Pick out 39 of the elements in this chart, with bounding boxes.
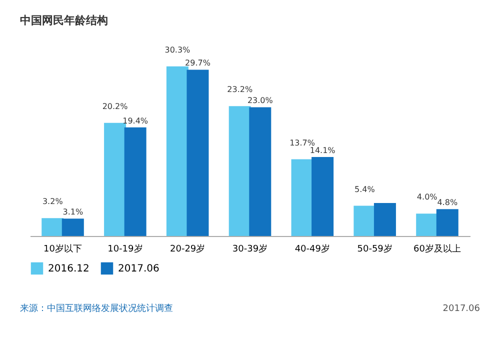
bar: [166, 66, 188, 236]
bar: [416, 214, 438, 236]
data-label: 20.2%: [102, 102, 128, 111]
data-label: 30.3%: [164, 45, 191, 54]
x-tick-label: 40-49岁: [294, 244, 330, 254]
chart-title: 中国网民年龄结构: [20, 14, 108, 27]
bar: [228, 106, 251, 236]
x-tick-label: 50-59岁: [357, 244, 392, 254]
data-label: 4.0%: [416, 192, 438, 202]
data-label: 3.2%: [42, 197, 64, 206]
x-tick-label: 30-39岁: [232, 244, 268, 254]
data-label: 19.4%: [122, 116, 148, 126]
x-tick-label: 60岁及以上: [414, 244, 461, 254]
bar: [354, 206, 376, 236]
data-label: 23.0%: [247, 96, 274, 106]
bar: [436, 209, 458, 236]
bar: [42, 218, 64, 236]
legend-label: 2016.12: [48, 263, 90, 274]
bar: [62, 218, 84, 236]
data-label: 29.7%: [185, 58, 211, 68]
source-note: 来源：中国互联网络发展状况统计调查: [20, 303, 173, 314]
bar: [374, 202, 396, 236]
data-label: 13.7%: [290, 138, 316, 148]
data-label: 23.2%: [227, 85, 253, 94]
bar: [104, 122, 126, 236]
bar: [312, 157, 334, 236]
data-label: 4.8%: [437, 198, 458, 208]
x-tick-label: 20-29岁: [170, 244, 206, 254]
x-tick-label: 10-19岁: [108, 244, 143, 254]
data-label: 3.1%: [62, 208, 84, 217]
x-tick-label: 10岁以下: [44, 244, 82, 254]
bar: [186, 70, 209, 236]
bar: [124, 127, 146, 236]
data-label: 5.4%: [354, 184, 376, 194]
data-label: 14.1%: [310, 146, 336, 156]
bar: [291, 159, 314, 236]
legend-label: 2017.06: [118, 263, 160, 274]
bar: [249, 107, 272, 236]
text: 2017.06: [442, 304, 480, 314]
